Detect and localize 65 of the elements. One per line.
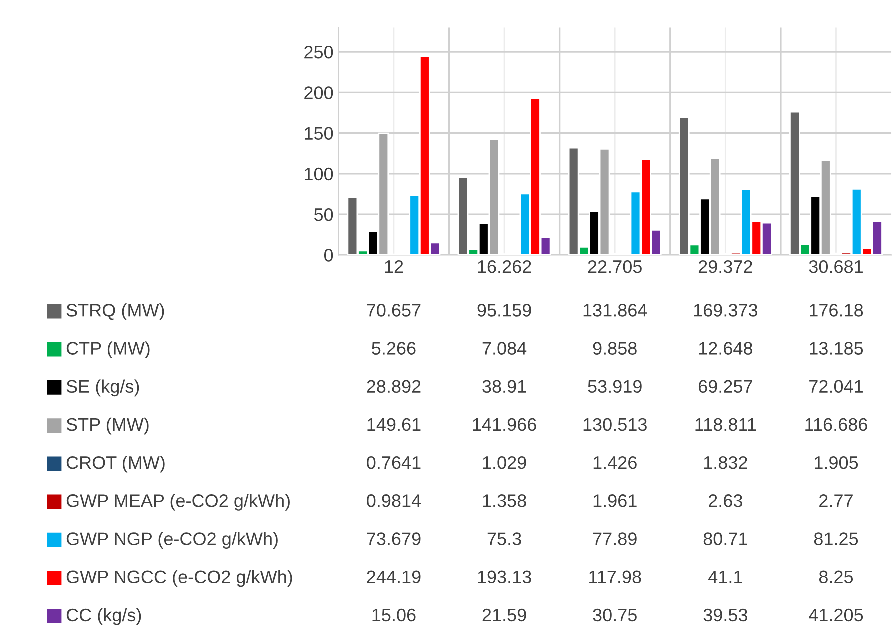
data-label: 1.832 (704, 456, 748, 470)
y-tick-label: 0 (324, 249, 334, 262)
data-label: 28.892 (367, 380, 421, 394)
y-tick-label: 200 (304, 86, 334, 100)
legend-label: GWP MEAP (e-CO2 g/kWh) (66, 494, 290, 511)
data-label: 75.3 (488, 532, 522, 546)
data-label: 5.266 (372, 342, 416, 355)
data-label: 38.91 (482, 380, 526, 394)
legend-label: CROT (MW) (66, 456, 165, 473)
data-label: 244.19 (367, 570, 421, 584)
data-label: 81.25 (814, 532, 858, 546)
data-label: 118.811 (696, 418, 756, 432)
data-label: 72.041 (810, 380, 863, 394)
data-label: 169.373 (694, 304, 758, 317)
legend-label: STP (MW) (66, 418, 149, 435)
data-label: 117.98 (590, 570, 642, 584)
data-label: 149.61 (368, 418, 421, 432)
data-label: 131.864 (584, 304, 648, 317)
x-tick-label: 22.705 (588, 260, 642, 274)
data-label: 80.71 (704, 532, 748, 546)
x-tick-label: 12 (385, 260, 404, 274)
data-label: 193.13 (478, 570, 532, 584)
data-label: 1.905 (815, 456, 858, 470)
data-label: 73.679 (367, 532, 421, 546)
data-label: 30.75 (593, 608, 637, 622)
data-label: 1.961 (594, 494, 637, 508)
data-label: 116.686 (806, 418, 868, 432)
data-label: 95.159 (478, 304, 532, 317)
legend-label: STRQ (MW) (66, 304, 164, 320)
data-label: 8.25 (819, 570, 854, 584)
legend-label: SE (kg/s) (66, 380, 140, 397)
legend-label: GWP NGCC (e-CO2 g/kWh) (66, 570, 292, 588)
y-tick-label: 250 (304, 46, 334, 59)
data-label: 130.513 (584, 418, 647, 432)
data-label: 13.185 (810, 342, 864, 355)
legend-label: CTP (MW) (66, 342, 150, 359)
y-tick-label: 150 (305, 127, 334, 140)
data-label: 176.18 (810, 304, 864, 317)
x-tick-label: 30.681 (809, 260, 863, 274)
data-label: 9.858 (593, 342, 637, 355)
data-label: 0.7641 (367, 456, 421, 470)
data-label: 53.919 (588, 380, 642, 394)
data-label: 1.029 (483, 456, 526, 470)
legend-label: GWP NGP (e-CO2 g/kWh) (66, 532, 278, 550)
data-label: 77.89 (593, 532, 637, 546)
data-label: 15.06 (372, 608, 416, 622)
legend-label: CC (kg/s) (66, 608, 142, 626)
data-label: 0.9814 (367, 494, 422, 508)
data-label: 70.657 (367, 304, 421, 317)
data-label: 12.648 (699, 342, 752, 355)
data-label: 41.1 (708, 570, 742, 584)
data-label: 1.358 (483, 494, 526, 508)
y-tick-label: 50 (314, 208, 334, 222)
data-label: 2.63 (709, 494, 742, 508)
data-label: 69.257 (698, 380, 752, 394)
data-label: 141.966 (473, 418, 536, 432)
data-label: 7.084 (482, 342, 527, 355)
data-label: 21.59 (482, 608, 526, 622)
data-label: 41.205 (809, 608, 864, 622)
data-label: 1.426 (594, 456, 637, 470)
y-tick-label: 100 (305, 168, 334, 181)
data-label: 39.53 (704, 608, 748, 622)
x-tick-label: 16.262 (478, 260, 532, 274)
data-label: 2.77 (820, 494, 853, 508)
x-tick-label: 29.372 (698, 260, 752, 274)
